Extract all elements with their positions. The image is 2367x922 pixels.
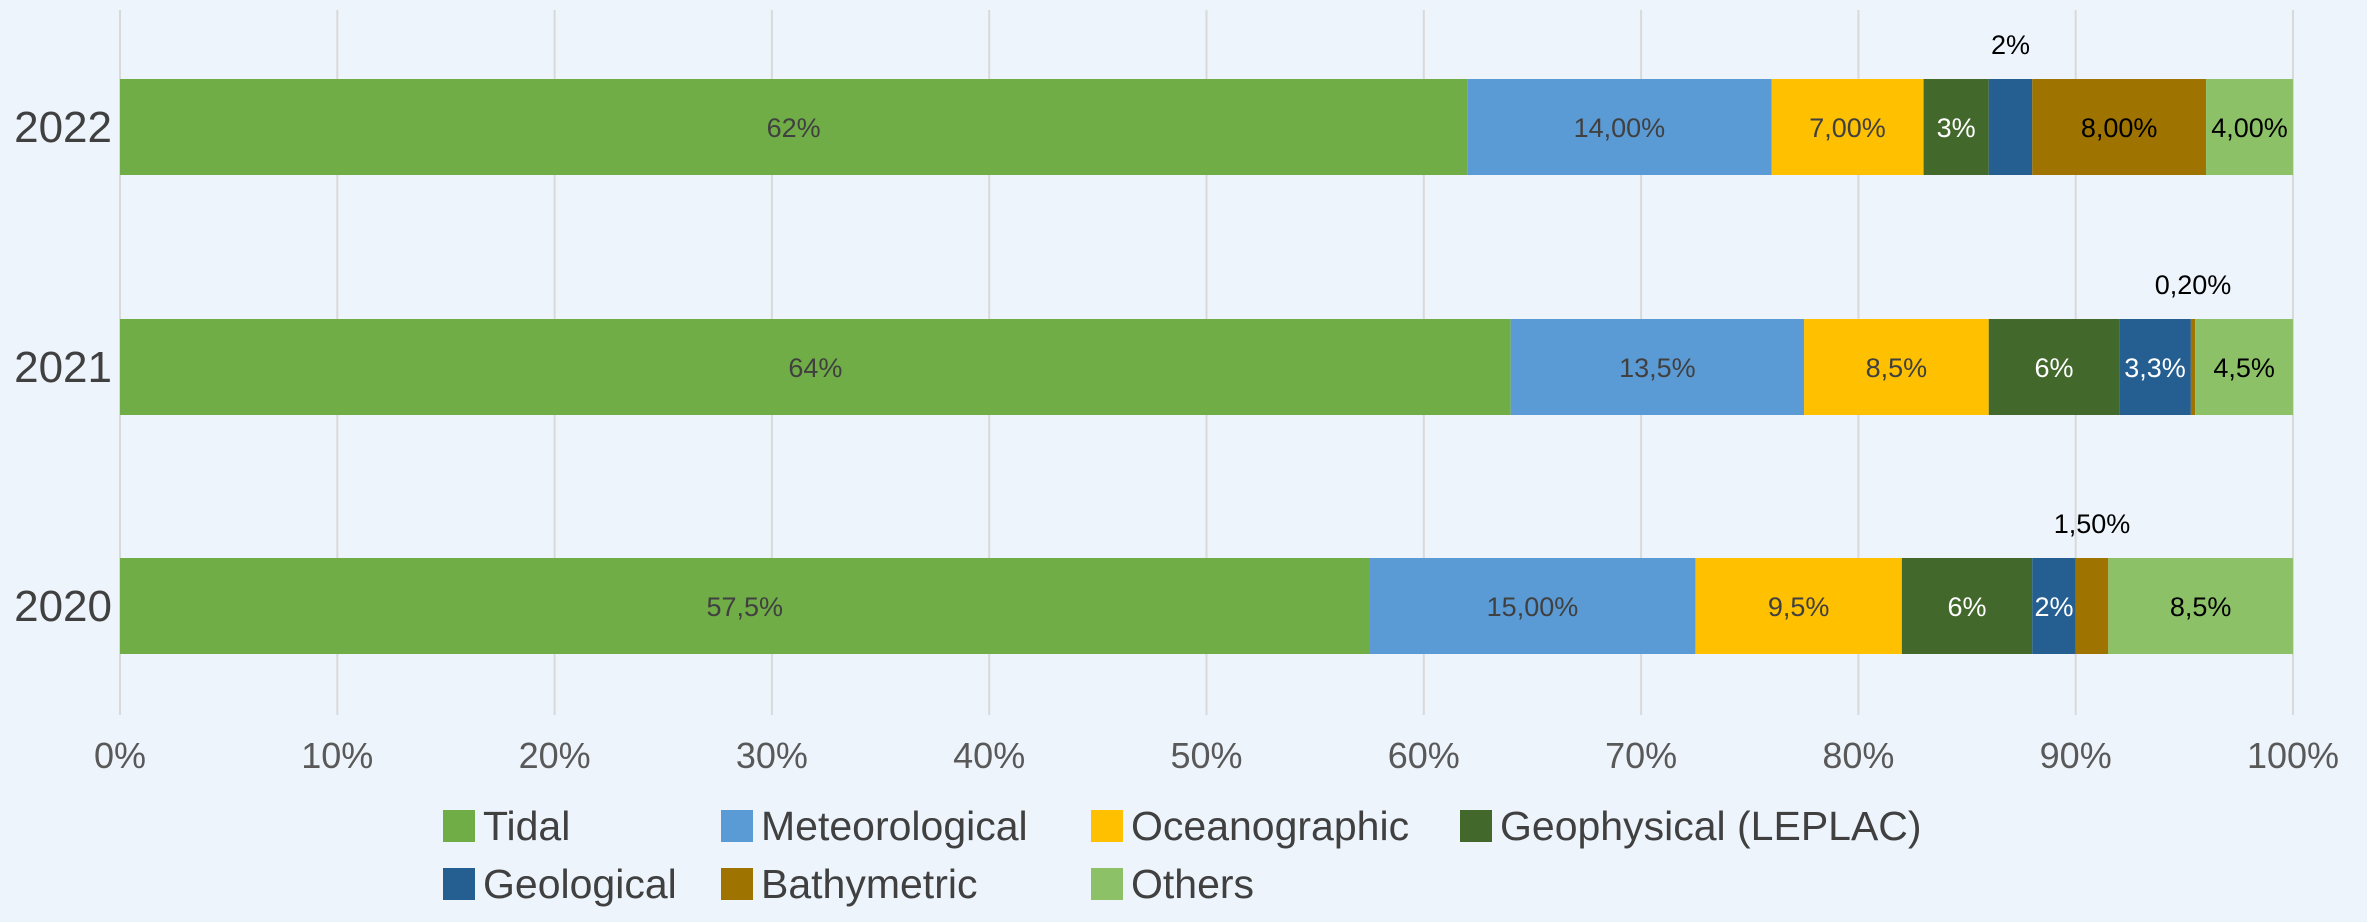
x-axis-ticks: 0% 10% 20% 30% 40% 50% 60% 70% 80% 90% 100% [94,735,2339,776]
data-label: 15,00% [1487,592,1579,622]
x-tick-label: 50% [1170,735,1242,776]
x-tick-label: 40% [953,735,1025,776]
x-tick-label: 30% [736,735,808,776]
bars: 62% 14,00% 7,00% 3% 2% 8,00% 4,00% 64% 13,5% 8,5%… [120,30,2293,654]
legend-swatch [721,810,753,842]
legend-label: Others [1131,861,1254,907]
legend-swatch [443,868,475,900]
bar-segment [1467,79,1772,175]
legend-swatch [1091,810,1123,842]
legend-swatch [721,868,753,900]
data-label: 3,3% [2124,353,2186,383]
bar-segment [2206,79,2293,175]
data-label: 0,20% [2155,270,2232,300]
x-tick-label: 80% [1822,735,1894,776]
bar-segment [2195,319,2293,415]
legend-label: Geological [483,861,677,907]
bar-segment [2032,79,2207,175]
y-category-label: 2021 [14,343,112,392]
legend-label: Geophysical (LEPLAC) [1500,803,1922,849]
legend-label: Bathymetric [761,861,977,907]
x-tick-label: 0% [94,735,146,776]
data-label: 6% [1948,592,1987,622]
bar-segment [2190,319,2196,415]
x-tick-label: 70% [1605,735,1677,776]
x-tick-label: 90% [2040,735,2112,776]
data-label: 7,00% [1809,113,1886,143]
x-tick-label: 10% [301,735,373,776]
legend-swatch [443,810,475,842]
bar-segment [1369,558,1696,654]
bar-segment [1771,79,1924,175]
data-label: 1,50% [2054,509,2131,539]
data-label: 4,5% [2213,353,2275,383]
bar-segment [2119,319,2191,415]
data-label: 13,5% [1619,353,1696,383]
legend: Tidal Meteorological Oceanographic Geophysi… [443,803,1922,907]
data-label: 8,5% [1866,353,1928,383]
y-category-label: 2020 [14,582,112,631]
legend-swatch [1460,810,1492,842]
bar-segment [1901,558,2033,654]
data-label: 2% [2034,592,2073,622]
data-label: 62% [767,113,821,143]
y-axis-labels: 2022 2021 2020 [14,103,112,631]
bar-segment [2108,558,2293,654]
bar-segment [1988,79,2033,175]
data-label: 9,5% [1768,592,1830,622]
bar-segment [1804,319,1989,415]
data-label: 64% [788,353,842,383]
data-label: 6% [2034,353,2073,383]
bar-segment [1695,558,1902,654]
data-label: 57,5% [706,592,783,622]
bar-segment [1923,79,1989,175]
x-tick-label: 100% [2247,735,2339,776]
data-label: 14,00% [1574,113,1666,143]
bar-segment [1510,319,1805,415]
data-label: 4,00% [2211,113,2288,143]
data-label: 8,00% [2081,113,2158,143]
legend-swatch [1091,868,1123,900]
data-label: 2% [1991,30,2030,60]
y-category-label: 2022 [14,103,112,152]
bar-segment [120,558,1370,654]
legend-label: Oceanographic [1131,803,1409,849]
legend-label: Tidal [483,803,570,849]
legend-label: Meteorological [761,803,1028,849]
bar-segment [120,79,1468,175]
x-tick-label: 20% [519,735,591,776]
data-label: 8,5% [2170,592,2232,622]
bar-segment [120,319,1511,415]
bar-segment [2032,558,2076,654]
bar-segment [2075,558,2109,654]
bar-segment [1988,319,2120,415]
x-tick-label: 60% [1388,735,1460,776]
data-label: 3% [1937,113,1976,143]
